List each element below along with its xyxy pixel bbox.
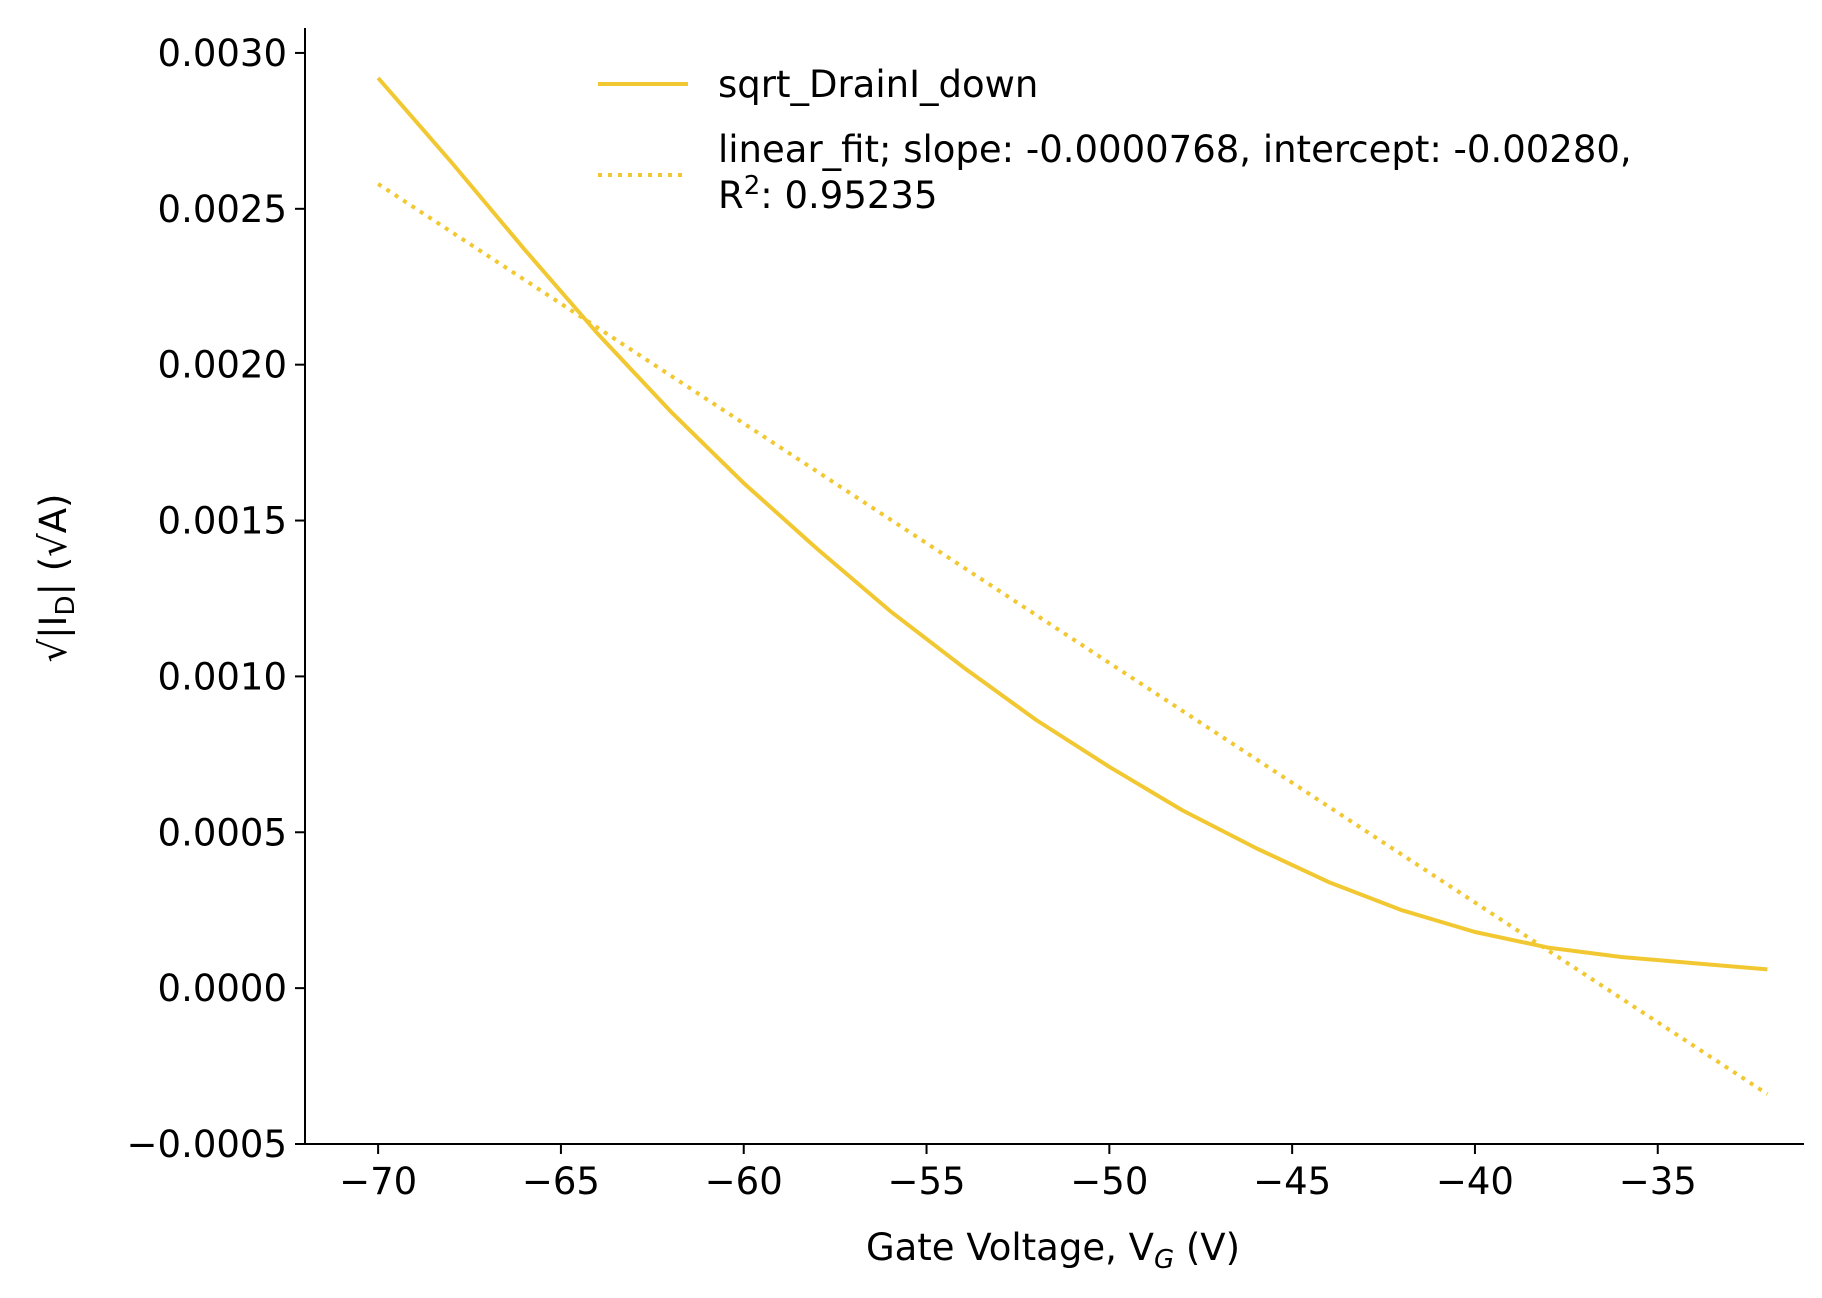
y-tick-label: 0.0000 (158, 967, 287, 1010)
x-tick-label: −45 (1253, 1160, 1331, 1203)
legend-label-linear-fit-line1: linear_fit; slope: -0.0000768, intercept… (718, 128, 1632, 171)
y-tick-label: −0.0005 (127, 1123, 287, 1166)
x-tick-label: −65 (522, 1160, 600, 1203)
x-tick-label: −70 (339, 1160, 417, 1203)
x-tick-label: −35 (1619, 1160, 1697, 1203)
x-ticks: −70 −65 −60 −55 −50 −45 −40 −35 (339, 1144, 1697, 1203)
y-tick-label: 0.0010 (158, 655, 287, 698)
y-tick-label: 0.0020 (158, 344, 287, 387)
y-tick-label: 0.0030 (158, 32, 287, 75)
x-axis-label: Gate Voltage, VG (V) (866, 1226, 1240, 1275)
axes (304, 28, 1804, 1145)
legend-label-sqrt-draini-down: sqrt_DrainI_down (718, 63, 1038, 106)
legend-label-linear-fit-line2: R2: 0.95235 (718, 171, 938, 217)
series-line-sqrt-draini-down (376, 76, 1768, 972)
y-tick-label: 0.0005 (158, 811, 287, 854)
x-tick-label: −60 (705, 1160, 783, 1203)
y-ticks: −0.0005 0.0000 0.0005 0.0010 0.0015 0.0020 0.0… (127, 32, 305, 1166)
y-axis-label: √|ID| (√A) (32, 494, 81, 663)
series-line-linear-fit (377, 182, 1769, 1096)
legend: sqrt_DrainI_down linear_fit; slope: -0.0… (598, 63, 1632, 217)
y-tick-label: 0.0025 (158, 188, 287, 231)
x-tick-label: −55 (887, 1160, 965, 1203)
y-tick-label: 0.0015 (158, 500, 287, 543)
plot-lines (376, 76, 1769, 1096)
x-tick-label: −40 (1436, 1160, 1514, 1203)
x-tick-label: −50 (1070, 1160, 1148, 1203)
